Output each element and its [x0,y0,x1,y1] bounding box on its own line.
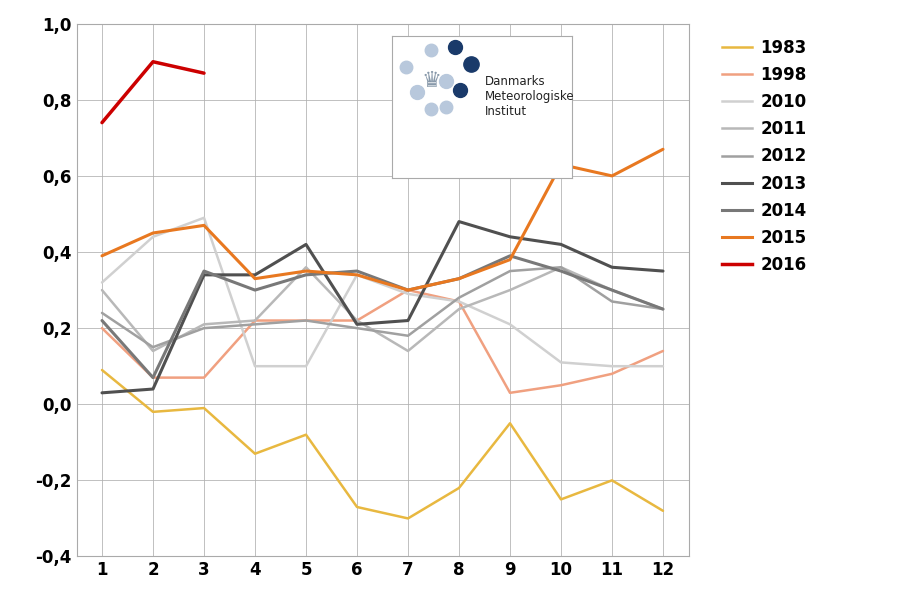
Text: ♛: ♛ [421,71,441,91]
Legend: 1983, 1998, 2010, 2011, 2012, 2013, 2014, 2015, 2016: 1983, 1998, 2010, 2011, 2012, 2013, 2014… [716,32,813,281]
Text: Danmarks
Meteorologiske
Institut: Danmarks Meteorologiske Institut [485,75,575,118]
